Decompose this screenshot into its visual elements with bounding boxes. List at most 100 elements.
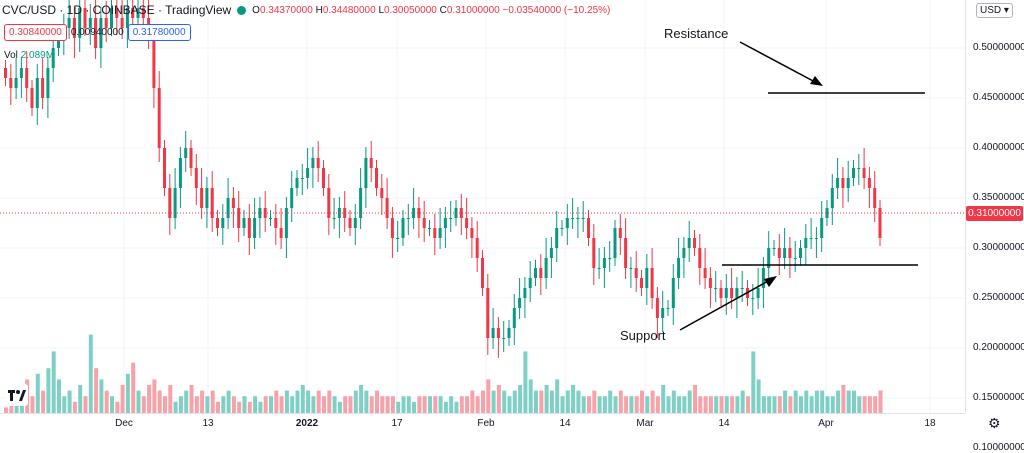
- volume-bar: [576, 390, 581, 413]
- candle-body: [666, 308, 670, 309]
- time-axis[interactable]: Dec 13 2022 17 Feb 14 Mar 14 Apr 18: [0, 413, 965, 436]
- price-axis-label: 0.45000000: [973, 92, 1024, 103]
- candle-body: [443, 218, 447, 228]
- candle-body: [793, 258, 797, 259]
- candle-body: [428, 228, 431, 229]
- ask-price-button[interactable]: 0.31780000: [127, 24, 191, 41]
- currency-dropdown[interactable]: USD ▾: [976, 3, 1013, 18]
- volume-bar: [110, 396, 114, 413]
- volume-bar: [72, 401, 77, 413]
- volume-bar: [210, 390, 215, 413]
- price-chart[interactable]: [0, 0, 965, 449]
- volume-bar: [231, 396, 236, 413]
- volume-bar: [269, 396, 273, 413]
- change-value: −0.03540000 (−10.25%): [502, 4, 611, 16]
- volume-bar: [783, 390, 788, 413]
- volume-bar: [417, 396, 422, 413]
- candle-body: [602, 258, 606, 268]
- candle-body: [306, 168, 310, 178]
- volume-bar: [412, 401, 417, 413]
- candle-body: [406, 218, 410, 219]
- volume-bar: [878, 390, 883, 413]
- volume-bar: [624, 396, 629, 413]
- gear-icon[interactable]: ⚙: [988, 415, 1001, 431]
- volume-bar: [300, 385, 305, 413]
- tradingview-logo-icon[interactable]: [6, 384, 28, 406]
- candle-body: [677, 258, 681, 278]
- volume-bar: [465, 396, 470, 413]
- volume-bar: [539, 390, 544, 413]
- volume-bar: [804, 390, 809, 413]
- candle-body: [19, 68, 23, 78]
- price-axis-label: 0.15000000: [973, 392, 1024, 403]
- candle-body: [51, 48, 55, 68]
- volume-bar: [359, 385, 364, 413]
- candle-body: [184, 148, 188, 158]
- time-axis-label: 2022: [295, 418, 319, 429]
- candle-body: [565, 218, 569, 228]
- volume-bar: [78, 385, 83, 413]
- candle-body: [433, 228, 437, 238]
- volume-bar: [306, 390, 311, 413]
- volume-bar: [756, 379, 761, 413]
- candle-body: [46, 68, 50, 98]
- candle-body: [104, 18, 108, 28]
- volume-bar: [873, 396, 878, 413]
- candle-body: [200, 188, 204, 208]
- volume-bar: [226, 390, 231, 413]
- candle-body: [555, 228, 559, 248]
- candle-body: [830, 188, 834, 208]
- volume-bar: [698, 396, 703, 413]
- candle-body: [263, 208, 267, 218]
- volume-bar: [242, 396, 247, 413]
- candle-body: [385, 198, 389, 218]
- candle-body: [99, 18, 103, 48]
- candle-body: [650, 268, 654, 298]
- time-axis-label: Feb: [477, 418, 495, 429]
- bid-price-button[interactable]: 0.30840000: [4, 24, 67, 41]
- high-value: 0.34480000: [322, 4, 376, 16]
- candle-body: [30, 88, 34, 108]
- volume-bar: [565, 390, 570, 413]
- volume-bar: [852, 390, 856, 413]
- candle-body: [846, 178, 850, 188]
- candle-body: [841, 178, 845, 188]
- volume-bar: [534, 390, 538, 413]
- candle-body: [539, 268, 543, 278]
- volume-bar: [708, 396, 713, 413]
- chart-area[interactable]: [0, 0, 965, 449]
- candle-body: [258, 208, 262, 218]
- volume-bar: [751, 351, 756, 413]
- volume-bar: [761, 396, 766, 413]
- volume-bar: [825, 396, 830, 413]
- volume-bar: [671, 390, 676, 413]
- volume-bar: [666, 396, 671, 413]
- volume-bar: [867, 396, 872, 413]
- symbol-title[interactable]: CVC/USD · 1D · COINBASE · TradingView: [2, 3, 232, 17]
- candle-body: [41, 78, 45, 98]
- candle-body: [528, 278, 532, 288]
- volume-bar: [820, 390, 825, 413]
- price-axis-label: 0.25000000: [973, 292, 1024, 303]
- volume-bar: [846, 390, 851, 413]
- volume-bar: [99, 379, 104, 413]
- candle-body: [4, 68, 7, 78]
- candle-body: [682, 248, 686, 258]
- candle-body: [486, 288, 490, 338]
- candle-body: [576, 218, 580, 219]
- candle-body: [369, 158, 373, 168]
- candle-body: [756, 288, 760, 298]
- volume-bar: [200, 390, 205, 413]
- volume-bar: [406, 396, 411, 413]
- volume-bar: [396, 401, 401, 413]
- volume-bar: [719, 396, 724, 413]
- volume-bar: [316, 390, 321, 413]
- volume-bar: [777, 396, 782, 413]
- candle-body: [465, 218, 469, 228]
- volume-bar: [57, 379, 61, 413]
- candle-body: [274, 218, 278, 228]
- volume-bar: [141, 396, 146, 413]
- current-price-label: 0.31000000: [966, 206, 1023, 221]
- candle-body: [284, 208, 288, 238]
- volume-bar: [772, 396, 777, 413]
